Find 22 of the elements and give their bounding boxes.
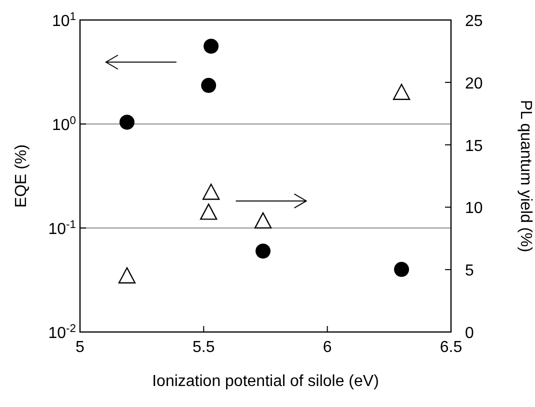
y2-axis-title: PL quantum yield (%) <box>517 100 534 252</box>
y-tick-label: 10$^{-1}$ <box>48 219 76 238</box>
y-tick-label: 10$^{0}$ <box>52 115 76 134</box>
point <box>204 38 219 54</box>
y2-tick-label: 0 <box>465 325 474 342</box>
y2-tick-label: 25 <box>465 13 483 30</box>
y-axis-title: EQE (%) <box>13 144 30 208</box>
point <box>394 262 410 277</box>
x-tick-label: 5 <box>76 339 85 356</box>
y2-tick-label: 15 <box>465 138 483 155</box>
x-axis-title: Ionization potential of silole (eV) <box>152 373 379 390</box>
x-tick-label: 6.5 <box>440 339 462 356</box>
point <box>119 114 134 130</box>
y2-tick-label: 10 <box>465 200 483 218</box>
x-tick-label: 6 <box>322 339 332 356</box>
point <box>201 78 216 93</box>
y-tick-label: 10$^{1}$ <box>52 11 76 30</box>
y2-tick-label: 5 <box>465 262 474 280</box>
x-tick-label: 5.5 <box>192 339 215 356</box>
point <box>256 244 271 259</box>
y-tick-label: 10$^{-2}$ <box>48 323 76 342</box>
y2-tick-label: 20 <box>465 75 483 92</box>
